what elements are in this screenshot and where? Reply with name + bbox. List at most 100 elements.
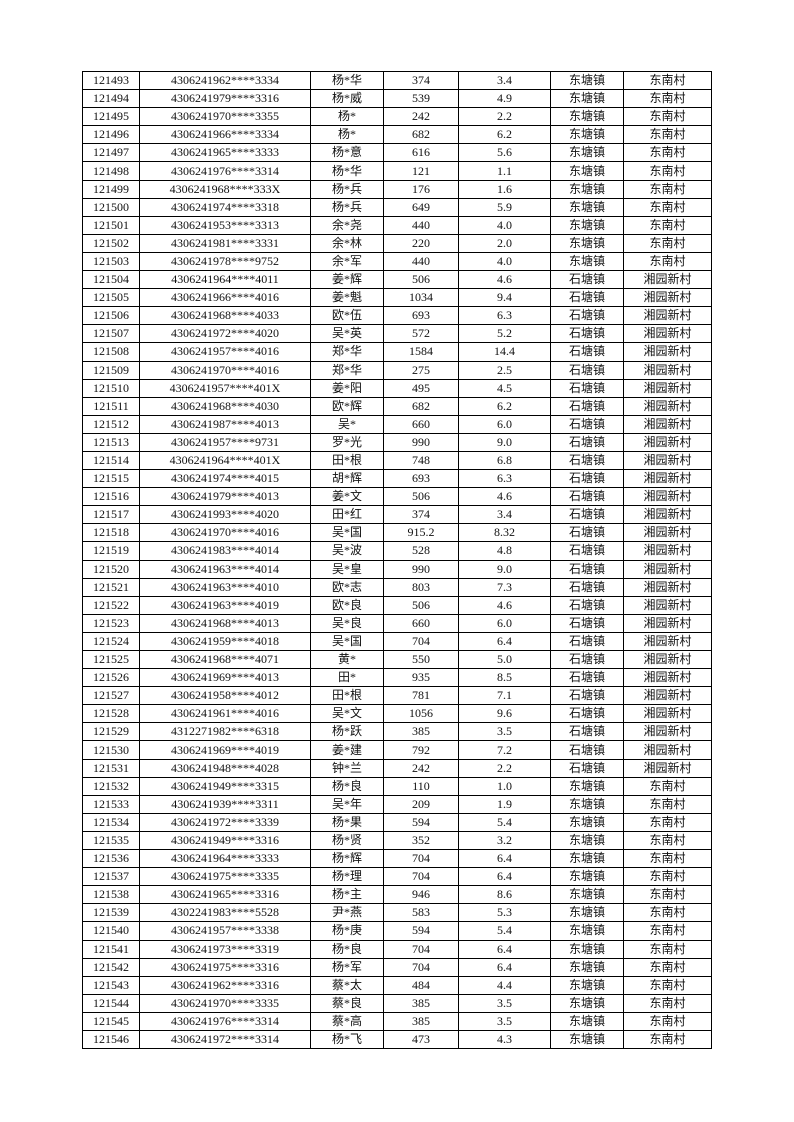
id-number-cell: 4306241973****3319	[139, 939, 311, 959]
amount-cell: 506	[383, 595, 459, 615]
amount-cell: 242	[383, 758, 459, 778]
id-number-cell: 4306241970****3355	[139, 107, 311, 127]
name-cell: 尹*燕	[310, 903, 384, 923]
amount-cell: 506	[383, 487, 459, 507]
table-row: 121516 4306241979****4013 姜*文 506 4.6 石塘镇 湘园新村	[82, 487, 712, 507]
id-number-cell: 4306241979****4013	[139, 487, 311, 507]
village-cell: 湘园新村	[623, 740, 712, 760]
id-number-cell: 4306241963****4014	[139, 559, 311, 579]
amount-cell: 583	[383, 903, 459, 923]
table-row: 121529 4312271982****6318 杨*跃 385 3.5 石塘镇 湘园新村	[82, 722, 712, 742]
value-cell: 3.4	[458, 505, 551, 525]
name-cell: 罗*光	[310, 432, 384, 452]
id-number-cell: 4302241983****5528	[139, 903, 311, 923]
amount-cell: 748	[383, 450, 459, 471]
town-cell: 石塘镇	[550, 450, 624, 471]
value-cell: 4.8	[458, 541, 551, 561]
record-id-cell: 121544	[82, 993, 140, 1013]
table-row: 121536 4306241964****3333 杨*辉 704 6.4 东塘镇 东南村	[82, 849, 712, 869]
town-cell: 东塘镇	[550, 215, 624, 235]
amount-cell: 990	[383, 559, 459, 579]
value-cell: 6.0	[458, 414, 551, 434]
table-row: 121520 4306241963****4014 吴*皇 990 9.0 石塘镇 湘园新村	[82, 559, 712, 579]
id-number-cell: 4306241968****333X	[139, 179, 311, 199]
village-cell: 东南村	[623, 903, 712, 923]
id-number-cell: 4306241966****3334	[139, 125, 311, 145]
village-cell: 湘园新村	[623, 396, 712, 416]
table-row: 121531 4306241948****4028 钟*兰 242 2.2 石塘镇 湘园新村	[82, 758, 712, 778]
id-number-cell: 4306241962****3334	[139, 70, 311, 91]
village-cell: 东南村	[623, 812, 712, 832]
village-cell: 湘园新村	[623, 686, 712, 706]
table-row: 121496 4306241966****3334 杨* 682 6.2 东塘镇 东南村	[82, 125, 712, 145]
id-number-cell: 4306241993****4020	[139, 505, 311, 525]
id-number-cell: 4306241969****4013	[139, 668, 311, 688]
name-cell: 吴*文	[310, 704, 384, 724]
value-cell: 6.4	[458, 849, 551, 869]
town-cell: 东塘镇	[550, 830, 624, 851]
records-table: 121493 4306241962****3334 杨*华 374 3.4 东塘镇 东南村 1…	[82, 70, 712, 1050]
name-cell: 杨*兵	[310, 179, 384, 199]
town-cell: 石塘镇	[550, 378, 624, 398]
id-number-cell: 4306241949****3316	[139, 830, 311, 851]
id-number-cell: 4306241962****3316	[139, 975, 311, 995]
value-cell: 6.2	[458, 396, 551, 416]
town-cell: 东塘镇	[550, 251, 624, 272]
town-cell: 石塘镇	[550, 722, 624, 742]
id-number-cell: 4306241976****3314	[139, 161, 311, 181]
name-cell: 郑*华	[310, 360, 384, 380]
amount-cell: 528	[383, 541, 459, 561]
table-row: 121502 4306241981****3331 余*林 220 2.0 东塘镇 东南村	[82, 233, 712, 253]
id-number-cell: 4306241976****3314	[139, 1011, 311, 1031]
record-id-cell: 121531	[82, 758, 140, 778]
town-cell: 东塘镇	[550, 233, 624, 253]
town-cell: 东塘镇	[550, 776, 624, 796]
name-cell: 姜*魁	[310, 288, 384, 308]
village-cell: 湘园新村	[623, 378, 712, 398]
town-cell: 东塘镇	[550, 1029, 624, 1050]
town-cell: 东塘镇	[550, 921, 624, 941]
record-id-cell: 121530	[82, 740, 140, 760]
village-cell: 湘园新村	[623, 414, 712, 434]
town-cell: 石塘镇	[550, 288, 624, 308]
town-cell: 东塘镇	[550, 812, 624, 832]
id-number-cell: 4306241983****4014	[139, 541, 311, 561]
town-cell: 东塘镇	[550, 161, 624, 181]
record-id-cell: 121535	[82, 830, 140, 851]
name-cell: 杨*飞	[310, 1029, 384, 1050]
table-row: 121495 4306241970****3355 杨* 242 2.2 东塘镇 东南村	[82, 107, 712, 127]
table-row: 121539 4302241983****5528 尹*燕 583 5.3 东塘镇 东南村	[82, 903, 712, 923]
table-row: 121515 4306241974****4015 胡*辉 693 6.3 石塘镇 湘园新村	[82, 469, 712, 489]
id-number-cell: 4306241970****4016	[139, 523, 311, 543]
id-number-cell: 4306241972****4020	[139, 324, 311, 344]
name-cell: 吴*国	[310, 631, 384, 652]
records-table-body: 121493 4306241962****3334 杨*华 374 3.4 东塘镇 东南村 1…	[82, 70, 712, 1050]
id-number-cell: 4306241968****4013	[139, 613, 311, 633]
amount-cell: 1056	[383, 704, 459, 724]
amount-cell: 473	[383, 1029, 459, 1050]
town-cell: 石塘镇	[550, 523, 624, 543]
name-cell: 吴*皇	[310, 559, 384, 579]
value-cell: 5.3	[458, 903, 551, 923]
record-id-cell: 121525	[82, 649, 140, 670]
id-number-cell: 4306241975****3335	[139, 867, 311, 887]
table-row: 121512 4306241987****4013 吴* 660 6.0 石塘镇 湘园新村	[82, 414, 712, 434]
table-row: 121526 4306241969****4013 田* 935 8.5 石塘镇 湘园新村	[82, 668, 712, 688]
id-number-cell: 4306241948****4028	[139, 758, 311, 778]
village-cell: 东南村	[623, 849, 712, 869]
village-cell: 东南村	[623, 794, 712, 814]
table-row: 121508 4306241957****4016 郑*华 1584 14.4 石塘镇 湘园…	[82, 342, 712, 362]
village-cell: 东南村	[623, 957, 712, 977]
village-cell: 东南村	[623, 993, 712, 1013]
town-cell: 东塘镇	[550, 885, 624, 905]
id-number-cell: 4306241968****4033	[139, 306, 311, 326]
town-cell: 石塘镇	[550, 342, 624, 362]
village-cell: 湘园新村	[623, 649, 712, 670]
value-cell: 4.0	[458, 215, 551, 235]
town-cell: 东塘镇	[550, 903, 624, 923]
record-id-cell: 121533	[82, 794, 140, 814]
amount-cell: 704	[383, 867, 459, 887]
town-cell: 东塘镇	[550, 197, 624, 217]
name-cell: 黄*	[310, 649, 384, 670]
name-cell: 田*根	[310, 686, 384, 706]
